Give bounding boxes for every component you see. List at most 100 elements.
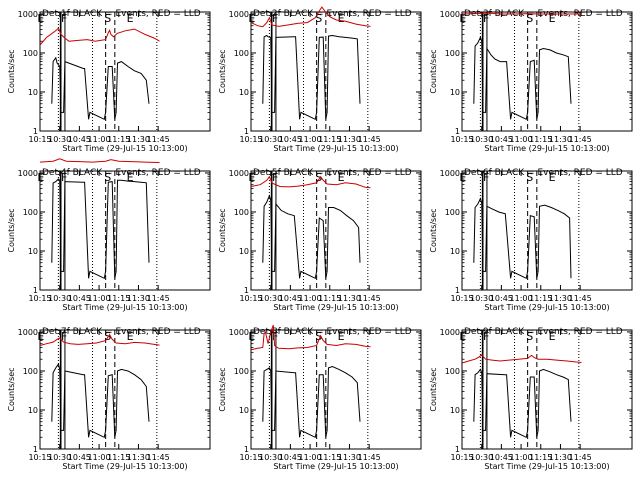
x-tick-label: 10:15 bbox=[28, 294, 51, 303]
x-tick-label: 11:45 bbox=[358, 453, 381, 462]
series-line bbox=[250, 175, 371, 189]
y-tick-label: 1 bbox=[244, 286, 249, 295]
x-tick-label: 11:45 bbox=[147, 294, 170, 303]
y-tick-label: 100 bbox=[23, 208, 38, 217]
x-tick-label: 11:15 bbox=[107, 453, 130, 462]
x-axis-label: Start Time (29-Jul-15 10:13:00) bbox=[484, 303, 609, 312]
y-tick-label: 1000 bbox=[229, 10, 249, 19]
y-tick-label: 1000 bbox=[229, 328, 249, 337]
y-axis-label: Counts/sec bbox=[429, 208, 438, 252]
x-tick-label: 10:45 bbox=[279, 135, 302, 144]
interval-marker: S bbox=[104, 171, 111, 184]
interval-marker: F bbox=[272, 330, 278, 343]
plot-frame bbox=[39, 11, 211, 132]
series-line bbox=[250, 6, 371, 28]
x-tick-label: 11:30 bbox=[549, 135, 572, 144]
y-tick-label: 100 bbox=[445, 367, 460, 376]
y-tick-label: 100 bbox=[234, 49, 249, 58]
x-tick-label: 10:45 bbox=[68, 135, 91, 144]
x-tick-label: 11:30 bbox=[127, 294, 150, 303]
x-tick-label: 11:45 bbox=[147, 135, 170, 144]
y-tick-label: 10 bbox=[239, 247, 249, 256]
x-tick-label: 11:30 bbox=[549, 294, 572, 303]
x-tick-label: 11:00 bbox=[88, 453, 111, 462]
x-tick-label: 11:30 bbox=[338, 294, 361, 303]
interval-marker: S bbox=[526, 330, 533, 343]
x-tick-label: 10:30 bbox=[470, 135, 493, 144]
x-tick-label: 10:45 bbox=[68, 453, 91, 462]
panel: Det 7f BLACK = Events, RED = LLD 1 10 100 10… bbox=[7, 327, 211, 471]
x-tick-label: 11:30 bbox=[127, 453, 150, 462]
x-tick-label: 10:15 bbox=[450, 135, 473, 144]
interval-marker: E bbox=[37, 171, 44, 184]
x-tick-label: 10:15 bbox=[28, 135, 51, 144]
interval-marker: E bbox=[127, 171, 134, 184]
interval-marker: S bbox=[526, 12, 533, 25]
y-tick-label: 1000 bbox=[440, 169, 460, 178]
panel-title: Det 7f BLACK = Events, RED = LLD bbox=[42, 327, 201, 337]
x-tick-label: 11:15 bbox=[107, 135, 130, 144]
y-tick-label: 100 bbox=[234, 208, 249, 217]
panel-title: Det 5f BLACK = Events, RED = LLD bbox=[253, 168, 412, 178]
plot-frame bbox=[461, 11, 633, 132]
series-line bbox=[461, 12, 582, 15]
x-axis-label: Start Time (29-Jul-15 10:13:00) bbox=[62, 462, 187, 471]
x-tick-label: 10:15 bbox=[239, 453, 262, 462]
x-tick-label: 10:45 bbox=[279, 453, 302, 462]
series-line bbox=[51, 362, 150, 439]
y-tick-label: 1 bbox=[33, 286, 38, 295]
panel: Det 2f BLACK = Events, RED = LLD 1 10 100 10… bbox=[218, 6, 422, 153]
series-line bbox=[473, 197, 572, 280]
x-tick-label: 11:15 bbox=[318, 135, 341, 144]
x-tick-label: 11:00 bbox=[299, 453, 322, 462]
x-tick-label: 11:15 bbox=[529, 135, 552, 144]
plot-frame bbox=[39, 329, 211, 450]
panel-title: Det 1f BLACK = Events, RED = LLD bbox=[42, 9, 201, 19]
y-tick-label: 10 bbox=[239, 406, 249, 415]
series-line bbox=[51, 178, 150, 280]
series-line bbox=[39, 27, 160, 46]
interval-marker: F bbox=[272, 12, 278, 25]
panel: Det 6f BLACK = Events, RED = LLD 1 10 100 10… bbox=[429, 168, 633, 312]
interval-marker: S bbox=[526, 171, 533, 184]
plot-frame bbox=[250, 170, 422, 291]
x-axis-label: Start Time (29-Jul-15 10:13:00) bbox=[273, 303, 398, 312]
x-tick-label: 10:45 bbox=[490, 453, 513, 462]
x-tick-label: 11:15 bbox=[318, 294, 341, 303]
y-tick-label: 1000 bbox=[18, 328, 38, 337]
y-tick-label: 10 bbox=[450, 88, 460, 97]
x-tick-label: 11:30 bbox=[549, 453, 572, 462]
x-tick-label: 11:00 bbox=[510, 453, 533, 462]
x-tick-label: 11:00 bbox=[299, 135, 322, 144]
panel: Det 3f BLACK = Events, RED = LLD11010010… bbox=[429, 9, 633, 153]
x-axis-label: Start Time (29-Jul-15 10:13:00) bbox=[484, 144, 609, 153]
x-tick-label: 10:45 bbox=[490, 135, 513, 144]
x-tick-label: 11:00 bbox=[510, 135, 533, 144]
y-tick-label: 10 bbox=[239, 88, 249, 97]
interval-marker: S bbox=[315, 12, 322, 25]
x-tick-label: 11:45 bbox=[569, 135, 592, 144]
panel-title: Det 8f BLACK = Events, RED = LLD bbox=[253, 327, 412, 337]
y-axis-label: Counts/sec bbox=[218, 49, 227, 93]
interval-marker: E bbox=[37, 12, 44, 25]
x-tick-label: 11:00 bbox=[299, 294, 322, 303]
y-tick-label: 100 bbox=[234, 367, 249, 376]
x-tick-label: 11:45 bbox=[358, 294, 381, 303]
interval-marker: S bbox=[315, 330, 322, 343]
y-axis-label: Counts/sec bbox=[7, 49, 16, 93]
x-tick-label: 10:30 bbox=[259, 294, 282, 303]
y-tick-label: 1 bbox=[455, 445, 460, 454]
series-line bbox=[39, 158, 160, 163]
y-tick-label: 100 bbox=[445, 208, 460, 217]
panel: Det 9f BLACK = Events, RED = LLD 1 10 100 10… bbox=[429, 327, 633, 471]
y-tick-label: 1000 bbox=[229, 169, 249, 178]
interval-marker: F bbox=[483, 171, 489, 184]
y-tick-label: 100 bbox=[445, 49, 460, 58]
series-line bbox=[461, 354, 582, 364]
y-tick-label: 1 bbox=[244, 445, 249, 454]
x-tick-label: 11:30 bbox=[127, 135, 150, 144]
y-axis-label: Counts/sec bbox=[7, 208, 16, 252]
x-tick-label: 10:15 bbox=[239, 294, 262, 303]
y-tick-label: 100 bbox=[23, 49, 38, 58]
